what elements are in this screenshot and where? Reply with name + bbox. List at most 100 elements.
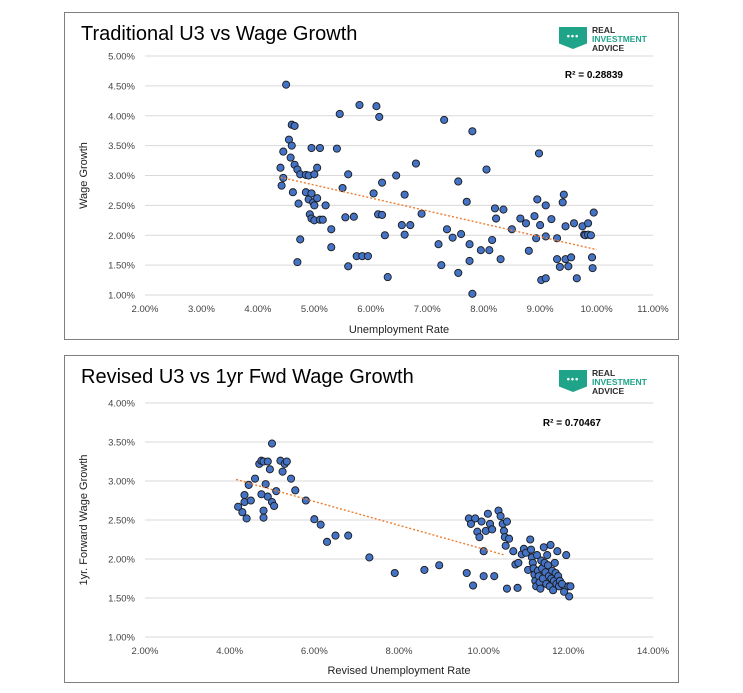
data-point xyxy=(378,178,387,187)
data-point xyxy=(321,201,330,210)
data-point xyxy=(552,255,562,264)
real-investment-advice-logo: ••• REAL INVESTMENT ADVICE xyxy=(559,366,679,398)
data-point xyxy=(397,221,406,230)
data-point xyxy=(457,230,466,239)
data-point xyxy=(462,568,471,578)
data-point xyxy=(375,112,384,121)
y-tick-label: 3.50% xyxy=(108,141,135,152)
x-tick-label: 3.00% xyxy=(188,304,215,315)
data-point xyxy=(566,582,575,591)
data-point xyxy=(411,159,420,168)
logo-line-3: ADVICE xyxy=(592,386,625,396)
data-point xyxy=(475,533,484,542)
scatter-plot-traditional: 1.00% 1.50% 2.00% 2.50% 3.00% 3.50% 4.00% 4.50%… xyxy=(78,52,669,337)
data-point xyxy=(318,215,327,224)
data-point xyxy=(335,109,344,119)
data-point xyxy=(315,143,325,153)
data-point xyxy=(355,100,364,110)
data-point xyxy=(468,127,477,136)
data-point xyxy=(242,514,251,523)
trendline xyxy=(235,478,506,556)
x-tick-label: 6.00% xyxy=(301,646,328,657)
data-point xyxy=(552,234,562,243)
data-point xyxy=(561,222,570,231)
data-point xyxy=(279,173,288,182)
data-point xyxy=(293,258,302,267)
data-point xyxy=(524,246,533,255)
data-point xyxy=(282,457,291,466)
data-point xyxy=(267,439,277,448)
chart-title: Traditional U3 vs Wage Growth xyxy=(81,23,358,45)
data-point xyxy=(569,219,579,228)
data-point xyxy=(532,551,542,560)
data-point xyxy=(490,572,499,581)
data-point xyxy=(420,565,429,574)
data-point xyxy=(307,189,316,198)
logo-text: REAL INVESTMENT ADVICE xyxy=(592,369,647,396)
data-point xyxy=(555,262,564,271)
data-point xyxy=(567,253,576,262)
x-axis-label: Revised Unemployment Rate xyxy=(327,665,470,677)
data-point xyxy=(479,547,488,556)
x-tick-label: 12.00% xyxy=(552,646,585,657)
x-tick-label: 4.00% xyxy=(216,646,243,657)
real-investment-advice-logo: ••• REAL INVESTMENT ADVICE xyxy=(559,23,679,55)
y-tick-label: 4.00% xyxy=(108,399,135,410)
data-point xyxy=(536,221,545,230)
data-point xyxy=(479,572,488,581)
logo-line-3: ADVICE xyxy=(592,43,625,53)
data-point xyxy=(263,457,272,466)
x-tick-label: 7.00% xyxy=(414,304,441,315)
shield-icon xyxy=(559,370,587,392)
data-point xyxy=(502,584,512,593)
data-point xyxy=(316,520,325,529)
data-point xyxy=(496,512,505,521)
y-tick-label: 5.00% xyxy=(108,52,135,63)
y-tick-label: 1.00% xyxy=(108,633,135,644)
data-point xyxy=(291,486,300,495)
data-point xyxy=(466,519,476,528)
y-tick-label: 2.00% xyxy=(108,231,135,242)
data-point xyxy=(332,144,341,153)
r-squared-annotation: R² = 0.70467 xyxy=(543,418,602,429)
data-point xyxy=(234,502,243,511)
data-point xyxy=(417,209,426,218)
data-point xyxy=(290,121,299,130)
data-point xyxy=(462,197,471,206)
x-axis-label: Unemployment Rate xyxy=(349,324,449,336)
data-point xyxy=(244,480,253,489)
data-point xyxy=(338,183,347,193)
data-point xyxy=(527,545,536,554)
logo-line-2: INVESTMENT xyxy=(592,34,647,44)
data-point xyxy=(558,198,567,207)
data-point xyxy=(526,535,535,544)
data-point xyxy=(310,201,319,210)
data-point xyxy=(344,262,353,271)
y-tick-label: 1.50% xyxy=(108,261,135,272)
data-point xyxy=(238,508,247,517)
data-point xyxy=(287,141,296,150)
y-tick-label: 3.50% xyxy=(108,438,135,449)
data-point xyxy=(534,149,544,158)
data-point xyxy=(541,274,550,283)
data-point xyxy=(488,235,497,245)
data-point xyxy=(261,480,270,489)
y-tick-label: 1.50% xyxy=(108,594,135,605)
data-point xyxy=(496,255,505,264)
data-point xyxy=(365,553,374,562)
data-point xyxy=(313,163,322,172)
x-tick-label: 8.00% xyxy=(386,646,413,657)
data-point xyxy=(454,177,463,186)
data-point xyxy=(310,170,319,179)
data-point xyxy=(549,586,558,595)
data-point xyxy=(400,190,409,199)
logo-line-1: REAL xyxy=(592,368,616,378)
data-point xyxy=(276,163,285,172)
data-point xyxy=(565,592,574,601)
data-point xyxy=(553,547,562,556)
data-point xyxy=(440,115,449,124)
data-point xyxy=(344,531,353,540)
data-point xyxy=(322,537,332,546)
data-point xyxy=(560,587,569,596)
data-point xyxy=(296,235,305,244)
